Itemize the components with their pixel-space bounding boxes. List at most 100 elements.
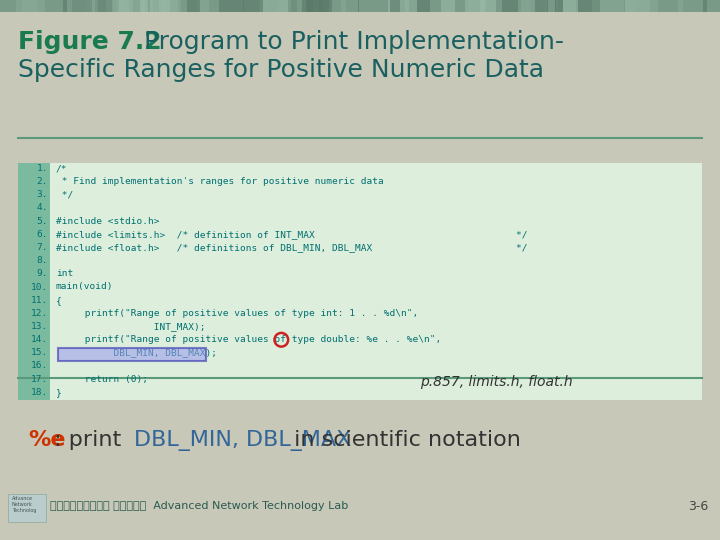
Bar bbox=[678, 0, 703, 12]
Text: #include <float.h>   /* definitions of DBL_MIN, DBL_MAX                         : #include <float.h> /* definitions of DBL… bbox=[56, 243, 528, 252]
Text: printf("Range of positive values of type double: %e . . %e\n",: printf("Range of positive values of type… bbox=[56, 335, 441, 344]
Bar bbox=[302, 0, 323, 12]
Text: {: { bbox=[56, 296, 62, 305]
Text: 12.: 12. bbox=[31, 309, 48, 318]
Bar bbox=[488, 0, 495, 12]
Text: 15.: 15. bbox=[31, 348, 48, 357]
Text: Specific Ranges for Positive Numeric Data: Specific Ranges for Positive Numeric Dat… bbox=[18, 58, 544, 82]
Bar bbox=[22, 0, 37, 12]
Text: 2.: 2. bbox=[37, 177, 48, 186]
Text: INT_MAX);: INT_MAX); bbox=[56, 322, 205, 331]
Bar bbox=[502, 0, 518, 12]
Text: Figure 7.2: Figure 7.2 bbox=[18, 30, 161, 54]
Bar bbox=[83, 0, 112, 12]
Bar bbox=[113, 0, 130, 12]
Text: }: } bbox=[56, 388, 62, 397]
Bar bbox=[107, 0, 129, 12]
Bar bbox=[159, 0, 178, 12]
Bar bbox=[580, 0, 600, 12]
Bar bbox=[563, 0, 578, 12]
Bar bbox=[625, 0, 649, 12]
Text: */: */ bbox=[56, 190, 73, 199]
Bar bbox=[197, 0, 210, 12]
Text: 10.: 10. bbox=[31, 282, 48, 292]
Bar bbox=[219, 0, 245, 12]
Bar bbox=[159, 0, 181, 12]
Bar bbox=[18, 163, 50, 400]
Text: 3-6: 3-6 bbox=[688, 500, 708, 512]
Text: 5.: 5. bbox=[37, 217, 48, 226]
Bar bbox=[259, 0, 276, 12]
Bar bbox=[0, 0, 720, 12]
Text: 7.: 7. bbox=[37, 243, 48, 252]
Text: Program to Print Implementation-: Program to Print Implementation- bbox=[128, 30, 564, 54]
Bar bbox=[478, 0, 486, 12]
Bar bbox=[150, 0, 166, 12]
Text: DBL_MIN, DBL_MAX: DBL_MIN, DBL_MAX bbox=[134, 430, 351, 451]
Bar bbox=[259, 0, 288, 12]
Text: #include <stdio.h>: #include <stdio.h> bbox=[56, 217, 160, 226]
Bar bbox=[18, 163, 702, 400]
Bar bbox=[163, 0, 170, 12]
Bar bbox=[73, 0, 92, 12]
Text: 14.: 14. bbox=[31, 335, 48, 344]
Text: /*: /* bbox=[56, 164, 68, 173]
Bar bbox=[548, 0, 555, 12]
Bar bbox=[400, 0, 417, 12]
Bar bbox=[98, 0, 106, 12]
Bar bbox=[132, 0, 141, 12]
Text: in scientific notation: in scientific notation bbox=[287, 430, 521, 450]
Bar bbox=[108, 0, 130, 12]
Text: p.857, limits.h, float.h: p.857, limits.h, float.h bbox=[420, 375, 572, 389]
Text: 17.: 17. bbox=[31, 375, 48, 383]
Bar bbox=[346, 0, 359, 12]
Bar bbox=[341, 0, 358, 12]
Bar bbox=[187, 0, 200, 12]
Bar bbox=[16, 0, 45, 12]
Text: 16.: 16. bbox=[31, 361, 48, 370]
Bar bbox=[8, 494, 46, 522]
Text: 11.: 11. bbox=[31, 296, 48, 305]
Text: Advance
Network
Technolog: Advance Network Technolog bbox=[12, 496, 37, 512]
Bar bbox=[636, 0, 659, 12]
Bar bbox=[390, 0, 415, 12]
Bar bbox=[409, 0, 430, 12]
Text: %e: %e bbox=[28, 430, 66, 450]
Bar bbox=[140, 0, 145, 12]
Bar bbox=[243, 0, 263, 12]
Text: 1.: 1. bbox=[37, 164, 48, 173]
Text: 9.: 9. bbox=[37, 269, 48, 278]
Bar bbox=[90, 0, 106, 12]
Bar bbox=[63, 0, 86, 12]
Text: 中正大學通訊工程系 潘仁義老師  Advanced Network Technology Lab: 中正大學通訊工程系 潘仁義老師 Advanced Network Technol… bbox=[50, 501, 348, 511]
Text: #include <limits.h>  /* definition of INT_MAX                                   : #include <limits.h> /* definition of INT… bbox=[56, 230, 528, 239]
Bar bbox=[306, 0, 332, 12]
Bar bbox=[387, 0, 407, 12]
Bar bbox=[600, 0, 624, 12]
Bar bbox=[117, 0, 122, 12]
Bar bbox=[541, 0, 558, 12]
Text: * Find implementation's ranges for positive numeric data: * Find implementation's ranges for posit… bbox=[56, 177, 384, 186]
Bar bbox=[291, 0, 297, 12]
Text: return (0);: return (0); bbox=[56, 375, 148, 383]
Bar bbox=[546, 0, 563, 12]
Text: DBL_MIN, DBL_MAX);: DBL_MIN, DBL_MAX); bbox=[56, 348, 217, 357]
Text: 4.: 4. bbox=[37, 204, 48, 213]
Text: int: int bbox=[56, 269, 73, 278]
Text: main(void): main(void) bbox=[56, 282, 114, 292]
Bar bbox=[136, 0, 153, 12]
Text: 6.: 6. bbox=[37, 230, 48, 239]
Bar bbox=[465, 0, 480, 12]
Bar bbox=[266, 0, 279, 12]
Bar bbox=[68, 0, 95, 12]
Text: 3.: 3. bbox=[37, 190, 48, 199]
Bar bbox=[465, 0, 488, 12]
Bar bbox=[120, 0, 148, 12]
Text: 18.: 18. bbox=[31, 388, 48, 397]
Bar bbox=[531, 0, 544, 12]
Bar bbox=[307, 0, 312, 12]
Text: 13.: 13. bbox=[31, 322, 48, 331]
Bar bbox=[521, 0, 551, 12]
Bar bbox=[576, 0, 592, 12]
Text: 8.: 8. bbox=[37, 256, 48, 265]
